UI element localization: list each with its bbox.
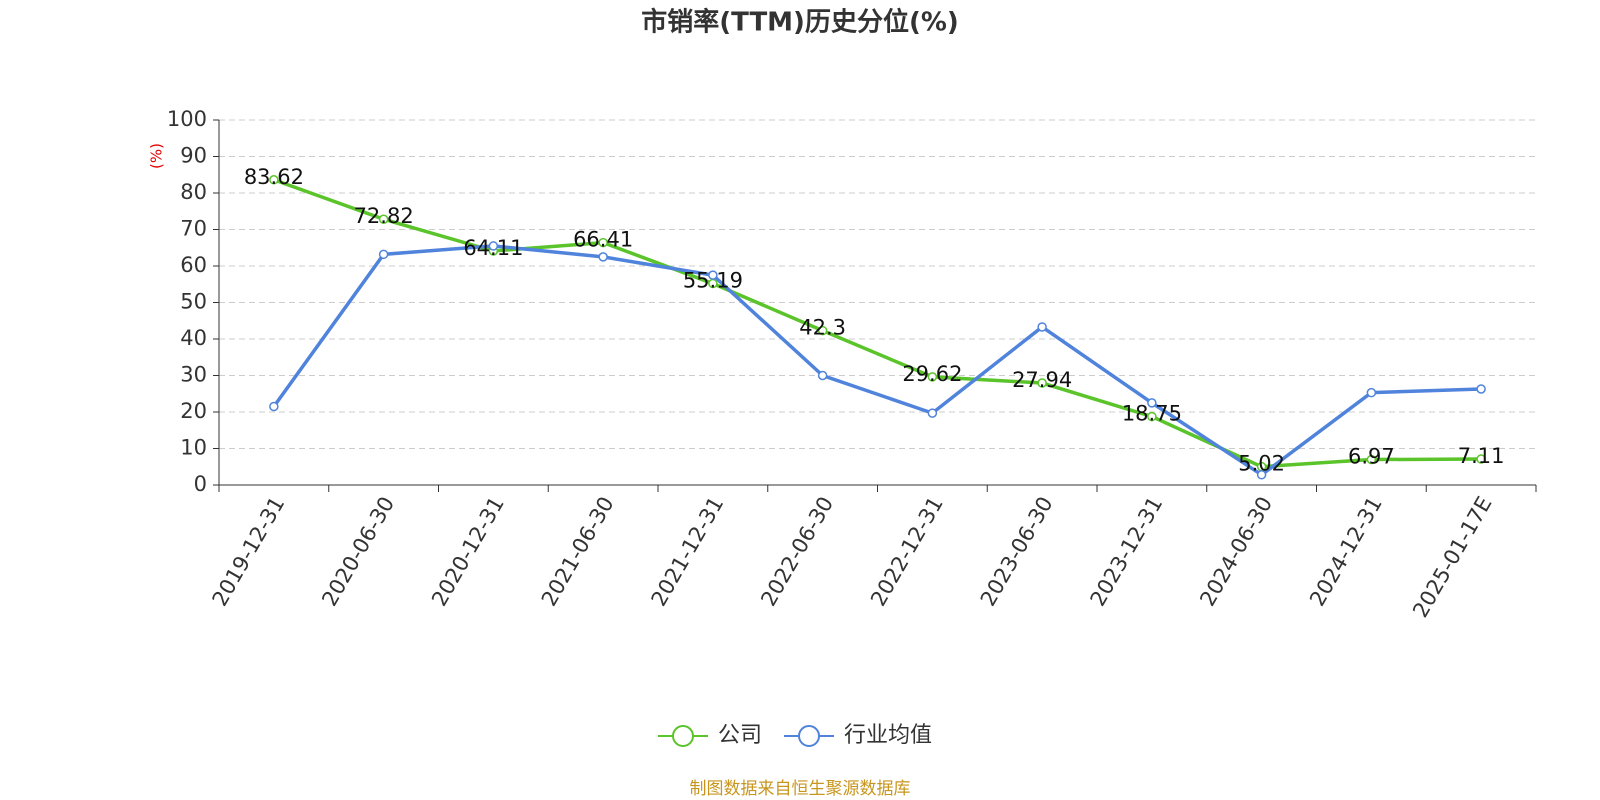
data-label: 5.02 xyxy=(1238,452,1285,476)
x-tick-label: 2023-12-31 xyxy=(1086,493,1168,611)
point xyxy=(1366,454,1377,465)
data-label: 7.11 xyxy=(1458,444,1505,468)
y-tick-label: 30 xyxy=(180,363,207,387)
y-tick-label: 80 xyxy=(180,180,207,204)
x-tick-label: 2021-06-30 xyxy=(537,493,619,611)
y-tick-label: 60 xyxy=(180,253,207,277)
x-tick-label: 2021-12-31 xyxy=(647,493,729,611)
point xyxy=(1366,387,1377,398)
point xyxy=(1476,454,1486,464)
point xyxy=(378,249,389,260)
point xyxy=(269,175,279,185)
y-tick-label: 0 xyxy=(194,472,207,496)
point xyxy=(708,270,718,280)
point xyxy=(1256,470,1267,480)
data-label: 66.41 xyxy=(573,228,633,252)
x-tick-label: 2025-01-17E xyxy=(1408,493,1496,622)
point xyxy=(927,372,938,382)
y-tick-label: 50 xyxy=(180,290,207,314)
chart-title: 市销率(TTM)历史分位(%) xyxy=(641,7,959,38)
y-tick-label: 100 xyxy=(167,107,207,131)
x-tick-label: 2019-12-31 xyxy=(208,493,290,611)
x-tick-label: 2024-12-31 xyxy=(1305,493,1387,611)
point xyxy=(927,408,938,418)
point xyxy=(1147,398,1157,408)
x-tick-label: 2024-06-30 xyxy=(1195,493,1277,611)
point xyxy=(598,237,608,248)
x-tick-label: 2022-06-30 xyxy=(756,493,838,611)
point xyxy=(1037,322,1047,332)
legend-marker xyxy=(672,725,694,747)
point xyxy=(1037,378,1047,388)
point xyxy=(598,252,608,262)
x-tick-label: 2022-12-31 xyxy=(866,493,948,611)
legend-label: 公司 xyxy=(718,723,762,748)
point xyxy=(1476,384,1486,394)
data-label: 64.11 xyxy=(463,236,523,260)
point xyxy=(488,241,499,251)
y-tick-label: 10 xyxy=(180,436,207,460)
data-label: 83.62 xyxy=(244,165,304,189)
series-line xyxy=(273,178,1482,469)
data-label: 42.3 xyxy=(799,316,846,340)
legend-marker xyxy=(798,725,821,747)
data-label: 6.97 xyxy=(1348,445,1395,469)
data-label: 55.19 xyxy=(683,269,743,293)
y-tick-label: 90 xyxy=(180,144,207,168)
point xyxy=(378,214,389,224)
x-tick-label: 2023-06-30 xyxy=(976,493,1058,611)
data-label: 72.82 xyxy=(354,204,414,228)
point xyxy=(269,401,279,412)
x-tick-label: 2020-12-31 xyxy=(427,493,509,611)
data-label: 27.94 xyxy=(1012,368,1072,392)
point xyxy=(817,370,828,381)
point xyxy=(1147,411,1157,422)
series-line xyxy=(272,244,1482,477)
footer: 制图数据来自恒生聚源数据库 xyxy=(690,779,911,799)
y-axis-label: (%) xyxy=(148,143,166,169)
x-tick-label: 2020-06-30 xyxy=(317,493,399,611)
data-label: 29.62 xyxy=(902,362,962,386)
y-tick-label: 20 xyxy=(180,399,207,423)
y-tick-label: 70 xyxy=(180,217,207,241)
data-label: 18.75 xyxy=(1122,402,1182,426)
legend-label: 行业均值 xyxy=(844,723,932,748)
y-tick-label: 40 xyxy=(180,326,207,350)
point xyxy=(817,325,828,336)
